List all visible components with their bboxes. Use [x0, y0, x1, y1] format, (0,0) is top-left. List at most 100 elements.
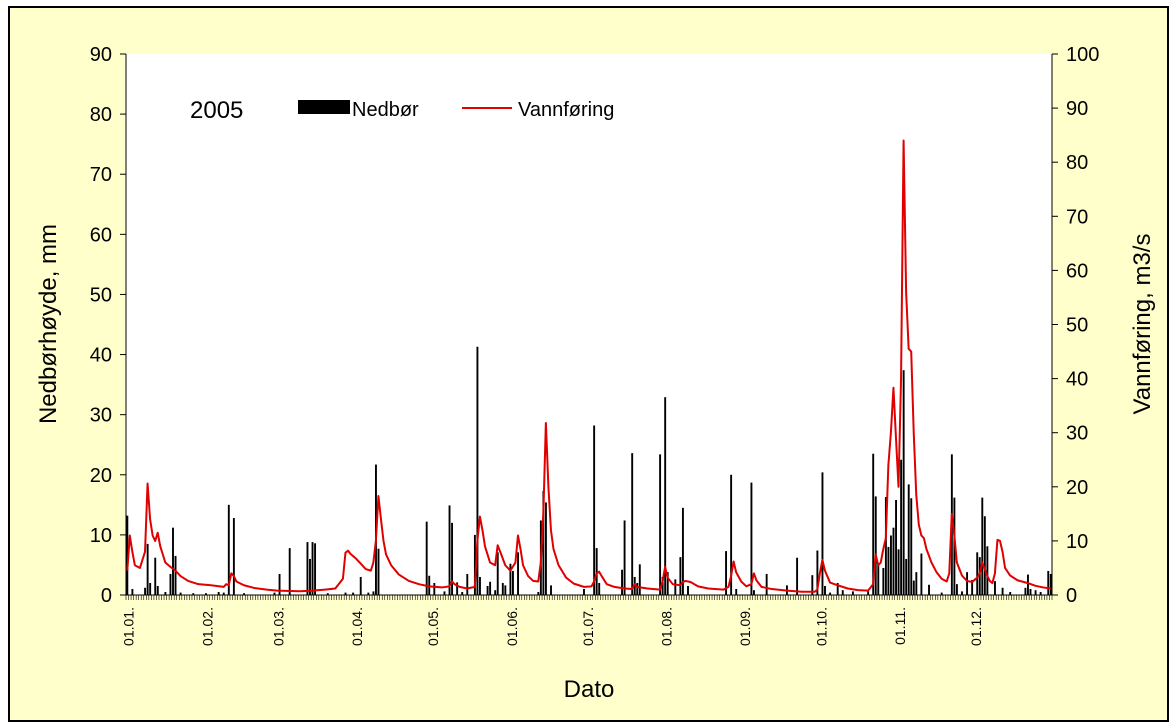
- precipitation-bar: [912, 580, 915, 595]
- precipitation-bar: [811, 575, 814, 595]
- precipitation-bar: [638, 564, 641, 595]
- precipitation-bar: [905, 558, 908, 595]
- precipitation-bar: [824, 585, 826, 595]
- precipitation-bar: [730, 474, 733, 595]
- precipitation-bar: [217, 591, 220, 595]
- precipitation-bar: [928, 584, 930, 595]
- precipitation-bar: [461, 591, 464, 595]
- right-tick-label: 10: [1066, 531, 1088, 553]
- precipitation-bar: [456, 582, 459, 595]
- precipitation-bar: [504, 585, 507, 595]
- precipitation-bar: [978, 557, 981, 595]
- precipitation-bar: [486, 585, 489, 595]
- precipitation-bar: [149, 582, 152, 595]
- left-tick-label: 20: [90, 465, 112, 487]
- precipitation-bar: [222, 592, 225, 595]
- left-axis-ticks: 0 10 20 30 40 50 60 70 80 90: [90, 44, 126, 607]
- discharge-line-group: [126, 139, 1051, 593]
- precipitation-bar: [753, 590, 755, 595]
- right-tick-label: 30: [1066, 423, 1088, 445]
- left-tick-label: 60: [90, 224, 112, 246]
- x-tick-label: 01.01.: [121, 607, 137, 646]
- precipitation-bar: [971, 579, 974, 595]
- precipitation-bar: [851, 591, 854, 595]
- precipitation-bar: [448, 505, 451, 595]
- precipitation-bar: [144, 587, 147, 595]
- precipitation-bar: [479, 576, 481, 595]
- left-tick-label: 70: [90, 164, 112, 186]
- precipitation-bar: [1009, 591, 1012, 595]
- right-tick-label: 70: [1066, 206, 1088, 228]
- precipitation-bar: [311, 542, 314, 595]
- left-axis-title: Nedbørhøyde, mm: [35, 224, 62, 424]
- left-tick-label: 0: [101, 585, 112, 607]
- precipitation-bar: [174, 555, 177, 595]
- precipitation-bar: [593, 425, 596, 595]
- precipitation-bar: [636, 582, 639, 595]
- precipitation-bar: [489, 581, 492, 595]
- precipitation-bar: [192, 593, 195, 595]
- precipitation-bar: [425, 521, 428, 595]
- precipitation-bar: [884, 497, 887, 595]
- x-tick-label: 01.03.: [270, 607, 286, 646]
- precipitation-bar: [367, 592, 370, 595]
- precipitation-bar: [877, 564, 880, 595]
- x-axis-title: Dato: [564, 676, 615, 703]
- precipitation-bar: [326, 593, 329, 595]
- plot-area: [126, 54, 1052, 595]
- precipitation-bar: [243, 593, 245, 595]
- precipitation-bar: [278, 573, 281, 595]
- precipitation-bar: [907, 484, 910, 595]
- x-tick-label: 01.10.: [813, 607, 829, 646]
- left-tick-label: 50: [90, 284, 112, 306]
- precipitation-bar: [126, 515, 129, 595]
- precipitation-bar: [179, 592, 182, 595]
- precipitation-bar: [169, 573, 172, 595]
- precipitation-bar: [1049, 573, 1052, 595]
- precipitation-bar: [895, 500, 897, 595]
- right-tick-label: 50: [1066, 315, 1088, 337]
- precipitation-bar: [496, 552, 499, 595]
- precipitation-bar: [172, 527, 174, 595]
- legend-bar-swatch: [298, 100, 350, 114]
- precipitation-bar: [451, 522, 454, 595]
- right-tick-label: 0: [1066, 585, 1077, 607]
- right-tick-label: 60: [1066, 260, 1088, 282]
- left-tick-label: 80: [90, 104, 112, 126]
- discharge-line: [126, 139, 1051, 593]
- legend-bar-label: Nedbør: [352, 99, 419, 121]
- precipitation-bar: [961, 591, 963, 595]
- precipitation-bar: [512, 570, 514, 595]
- precipitation-bar: [583, 588, 585, 595]
- precipitation-bar: [915, 572, 918, 595]
- right-tick-label: 40: [1066, 369, 1088, 391]
- x-tick-label: 01.05.: [425, 607, 441, 646]
- precipitation-bar: [227, 504, 230, 595]
- precipitation-bar: [679, 557, 682, 595]
- left-tick-label: 90: [90, 44, 112, 66]
- precipitation-bar: [681, 507, 684, 595]
- precipitation-bar: [666, 572, 669, 595]
- precipitation-bar: [1039, 591, 1042, 595]
- right-tick-label: 20: [1066, 477, 1088, 499]
- precipitation-bar: [544, 502, 547, 595]
- x-tick-label: 01.06.: [504, 607, 520, 646]
- precipitation-bar: [725, 551, 728, 595]
- precipitation-bar: [352, 592, 355, 595]
- precipitation-bar: [1047, 570, 1050, 595]
- right-tick-label: 80: [1066, 152, 1088, 174]
- x-axis-ticks: 01.01. 01.02. 01.03. 01.04. 01.05. 01.06. 01.0…: [121, 595, 1053, 646]
- precipitation-bar: [288, 548, 291, 595]
- precipitation-bar: [344, 592, 347, 595]
- precipitation-bar: [623, 520, 626, 595]
- precipitation-bar: [664, 397, 667, 595]
- precipitation-bar: [377, 548, 380, 595]
- precipitation-bar: [443, 591, 446, 595]
- precipitation-bar: [887, 546, 890, 595]
- precipitation-bar: [494, 590, 497, 595]
- precipitation-bar: [872, 453, 875, 595]
- precipitation-bar: [205, 593, 207, 595]
- precipitation-bar: [659, 454, 662, 595]
- precipitation-bar: [476, 346, 479, 595]
- precipitation-bar: [966, 572, 969, 595]
